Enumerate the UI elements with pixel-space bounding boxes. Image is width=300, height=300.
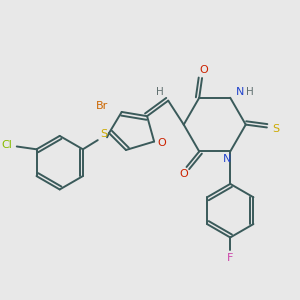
Text: S: S xyxy=(100,130,107,140)
Text: F: F xyxy=(227,253,233,263)
Text: O: O xyxy=(179,169,188,179)
Text: O: O xyxy=(158,138,166,148)
Text: N: N xyxy=(223,154,232,164)
Text: O: O xyxy=(199,65,208,75)
Text: H: H xyxy=(156,87,164,97)
Text: H: H xyxy=(245,87,253,97)
Text: Br: Br xyxy=(96,101,108,111)
Text: S: S xyxy=(272,124,279,134)
Text: Cl: Cl xyxy=(2,140,12,150)
Text: N: N xyxy=(236,87,244,97)
